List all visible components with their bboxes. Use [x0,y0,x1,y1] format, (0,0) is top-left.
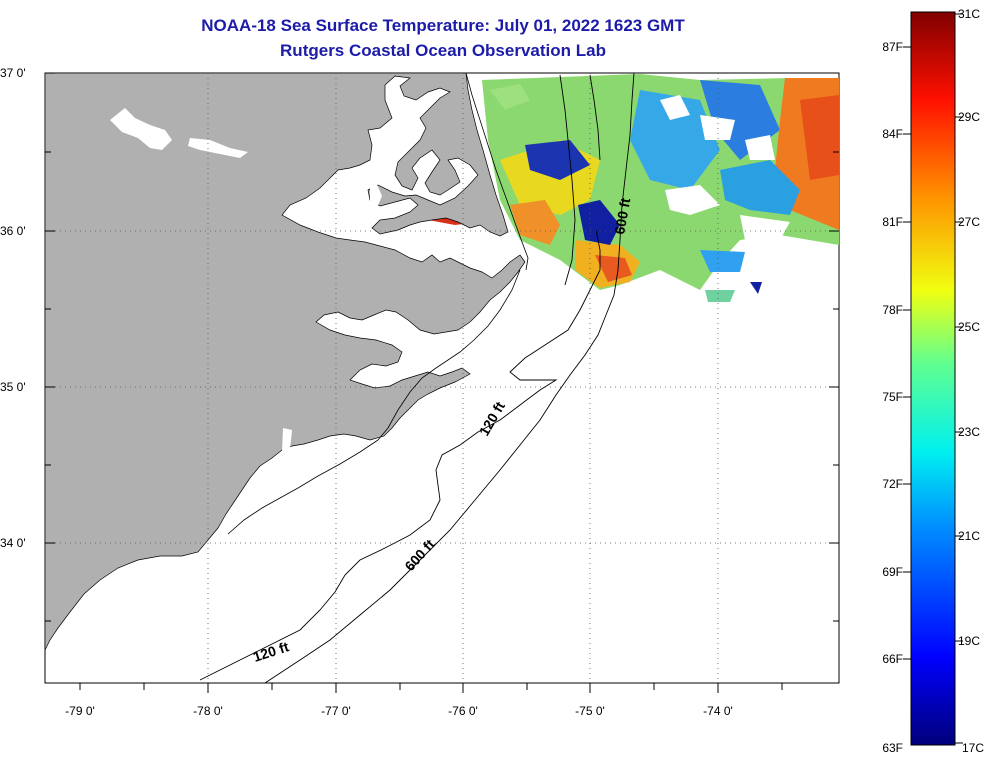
sst-data-layer [420,74,839,302]
lon-label-74: -74 0' [703,704,733,718]
colorbar-gradient [910,11,956,746]
cb-c-29: 29C [958,110,980,124]
map-subtitle: Rutgers Coastal Ocean Observation Lab [280,41,606,60]
rivers [110,108,382,452]
coastline [227,73,529,535]
lat-label-35: 35 0' [0,380,26,394]
cb-c-17: 17C [962,741,984,755]
axis-ticks [45,72,839,693]
cb-c-25: 25C [958,320,980,334]
cb-f-69: 69F [882,565,903,579]
lon-label-77: -77 0' [321,704,351,718]
cb-f-66: 66F [882,652,903,666]
cb-c-31: 31C [958,7,980,21]
cb-c-23: 23C [958,425,980,439]
cb-f-81: 81F [882,215,903,229]
cb-c-19: 19C [958,634,980,648]
bathymetry-contours [199,73,635,683]
cb-f-78: 78F [882,303,903,317]
graticule [45,73,839,683]
map-title: NOAA-18 Sea Surface Temperature: July 01… [201,16,685,35]
contour-label-600-north: 600 ft [611,196,633,235]
cb-f-75: 75F [882,390,903,404]
lat-label-36: 36 0' [0,224,26,238]
lat-label-37: 37 0' [0,66,26,80]
cb-f-72: 72F [882,477,903,491]
lat-label-34: 34 0' [0,536,26,550]
lon-label-75: -75 0' [575,704,605,718]
cb-c-27: 27C [958,215,980,229]
cb-f-63: 63F [882,741,903,755]
cb-c-21: 21C [958,529,980,543]
lon-label-76: -76 0' [448,704,478,718]
lon-label-79: -79 0' [65,704,95,718]
lon-label-78: -78 0' [193,704,223,718]
cb-f-84: 84F [882,127,903,141]
colorbar: 87F 84F 81F 78F 75F 72F 69F 66F 63F 31C … [882,7,984,755]
cb-f-87: 87F [882,40,903,54]
